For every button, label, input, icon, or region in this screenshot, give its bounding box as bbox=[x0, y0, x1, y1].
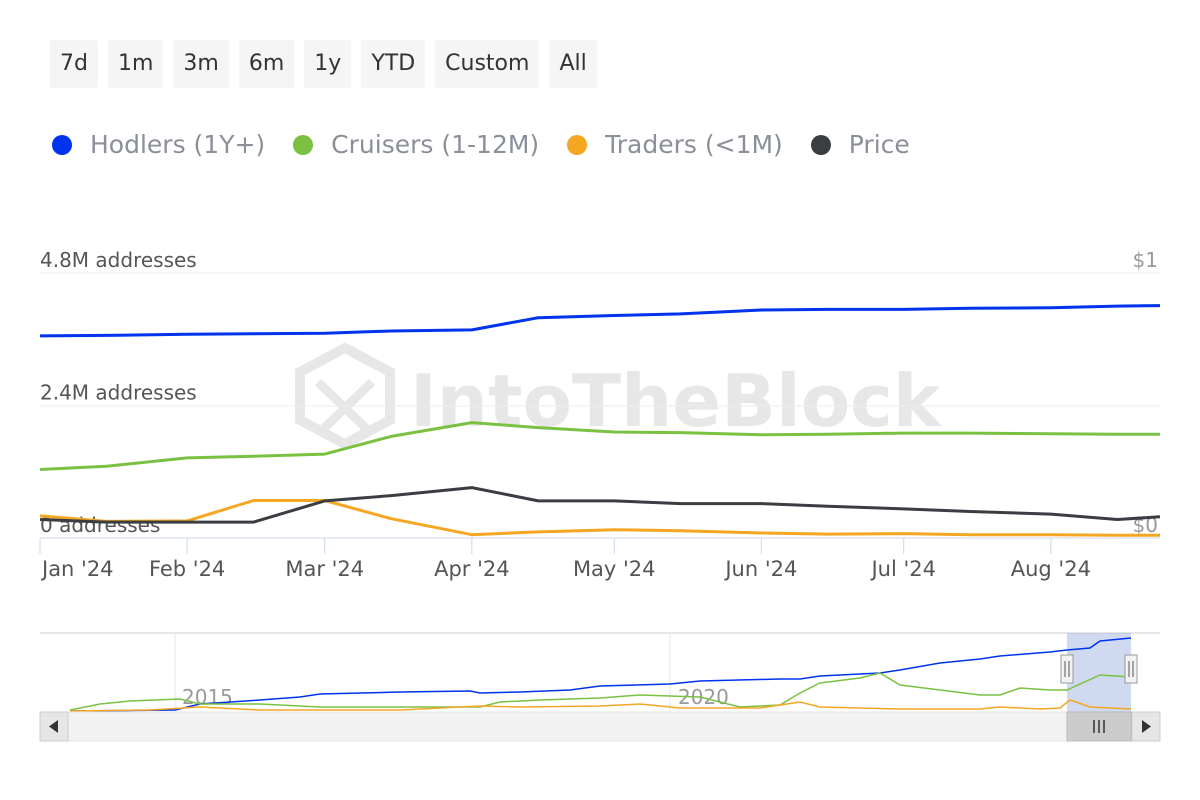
x-tick-label: Jan '24 bbox=[40, 557, 114, 581]
navigator-handle-left[interactable] bbox=[1060, 654, 1074, 684]
range-button-3m[interactable]: 3m bbox=[173, 40, 229, 88]
x-tick-label: Apr '24 bbox=[434, 557, 510, 581]
range-button-7d[interactable]: 7d bbox=[50, 40, 98, 88]
svg-text:IntoTheBlock: IntoTheBlock bbox=[410, 359, 943, 443]
range-button-ytd[interactable]: YTD bbox=[361, 40, 426, 88]
x-tick-label: Jun '24 bbox=[723, 557, 797, 581]
range-button-1y[interactable]: 1y bbox=[304, 40, 352, 88]
x-tick-label: May '24 bbox=[573, 557, 656, 581]
navigator-line-hodlers bbox=[69, 637, 1132, 712]
series-line-hodlers bbox=[39, 304, 1161, 338]
navigator-tick-2015: 2015 bbox=[182, 685, 233, 709]
legend-label: Traders (<1M) bbox=[605, 130, 783, 159]
range-button-1m[interactable]: 1m bbox=[107, 40, 164, 88]
x-tick-label: Feb '24 bbox=[149, 557, 225, 581]
chart-legend: Hodlers (1Y+) Cruisers (1-12M) Traders (<1… bbox=[52, 130, 910, 159]
y-right-tick-label: $1 bbox=[1133, 248, 1158, 272]
navigator-line-traders bbox=[69, 699, 1132, 712]
scrollbar-left-arrow[interactable] bbox=[39, 711, 69, 742]
y-left-tick-label: 4.8M addresses bbox=[40, 248, 197, 272]
legend-dot-icon bbox=[293, 134, 314, 155]
range-button-all[interactable]: All bbox=[549, 40, 597, 88]
x-tick-label: Jul '24 bbox=[869, 557, 936, 581]
series-line-traders bbox=[39, 499, 1160, 537]
y-left-tick-label: 2.4M addresses bbox=[40, 381, 197, 405]
scrollbar-thumb[interactable] bbox=[1066, 711, 1132, 742]
navigator-line-cruisers bbox=[69, 672, 1132, 711]
series-line-price bbox=[39, 486, 1161, 524]
scrollbar-right-arrow[interactable] bbox=[1131, 711, 1161, 742]
legend-item-0[interactable]: Hodlers (1Y+) bbox=[52, 130, 265, 159]
legend-dot-icon bbox=[52, 134, 72, 155]
x-tick-label: Aug '24 bbox=[1011, 557, 1091, 581]
legend-item-1[interactable]: Cruisers (1-12M) bbox=[293, 130, 539, 159]
navigator-handle-right[interactable] bbox=[1124, 654, 1138, 684]
legend-label: Price bbox=[848, 130, 910, 159]
legend-label: Cruisers (1-12M) bbox=[331, 130, 540, 159]
range-button-custom[interactable]: Custom bbox=[435, 40, 540, 88]
legend-dot-icon bbox=[567, 134, 588, 155]
legend-label: Hodlers (1Y+) bbox=[90, 130, 266, 159]
range-selector: 7d 1m 3m 6m 1y YTD Custom All bbox=[50, 40, 597, 88]
legend-item-2[interactable]: Traders (<1M) bbox=[567, 130, 783, 159]
scrollbar[interactable] bbox=[39, 711, 1161, 742]
navigator-selection[interactable] bbox=[1067, 633, 1131, 712]
range-button-6m[interactable]: 6m bbox=[238, 40, 295, 88]
navigator[interactable]: 2015 2020 bbox=[40, 632, 1160, 712]
legend-item-3[interactable]: Price bbox=[810, 130, 910, 159]
series-line-cruisers bbox=[39, 421, 1160, 471]
legend-dot-icon bbox=[810, 134, 831, 155]
x-tick-label: Mar '24 bbox=[285, 557, 364, 581]
watermark-logo: IntoTheBlock bbox=[295, 342, 943, 450]
